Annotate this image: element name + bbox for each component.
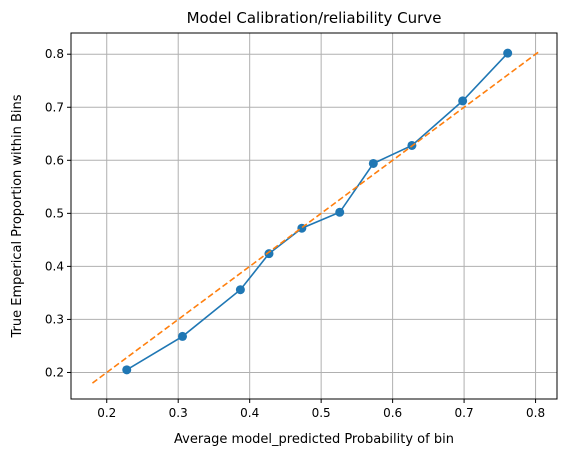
calibration-point bbox=[122, 365, 132, 375]
y-tick-label: 0.8 bbox=[45, 47, 64, 61]
calibration-point bbox=[368, 158, 378, 168]
calibration-point bbox=[177, 331, 187, 341]
calibration-point bbox=[335, 207, 345, 217]
series-layer bbox=[91, 48, 540, 384]
x-tick-label: 0.6 bbox=[383, 406, 402, 420]
tick-layer: 0.2 0.3 0.4 0.5 0.6 0.7 0.8 0.2 0.3 0.4 0.5 0.6 0.7 0… bbox=[45, 47, 545, 420]
perfect-calibration-line bbox=[91, 50, 540, 384]
calibration-point bbox=[458, 96, 468, 106]
y-tick-label: 0.3 bbox=[45, 312, 64, 326]
calibration-point bbox=[503, 48, 513, 58]
x-tick-label: 0.5 bbox=[312, 406, 331, 420]
y-tick-label: 0.7 bbox=[45, 100, 64, 114]
x-tick-label: 0.4 bbox=[240, 406, 259, 420]
y-axis-label: True Emperical Proportion within Bins bbox=[10, 94, 25, 338]
y-tick-label: 0.6 bbox=[45, 153, 64, 167]
calibration-point bbox=[264, 249, 274, 259]
calibration-point bbox=[235, 285, 245, 295]
y-tick-label: 0.4 bbox=[45, 259, 64, 273]
plot-frame bbox=[70, 32, 558, 400]
x-tick-label: 0.7 bbox=[455, 406, 474, 420]
x-tick-label: 0.3 bbox=[169, 406, 188, 420]
x-axis-label: Average model_predicted Probability of b… bbox=[174, 432, 454, 447]
x-tick-label: 0.2 bbox=[97, 406, 116, 420]
y-tick-label: 0.5 bbox=[45, 206, 64, 220]
chart-title: Model Calibration/reliability Curve bbox=[187, 9, 442, 27]
x-tick-label: 0.8 bbox=[526, 406, 545, 420]
y-tick-label: 0.2 bbox=[45, 365, 64, 379]
grid-layer bbox=[71, 33, 557, 399]
calibration-curve-line bbox=[126, 52, 509, 371]
